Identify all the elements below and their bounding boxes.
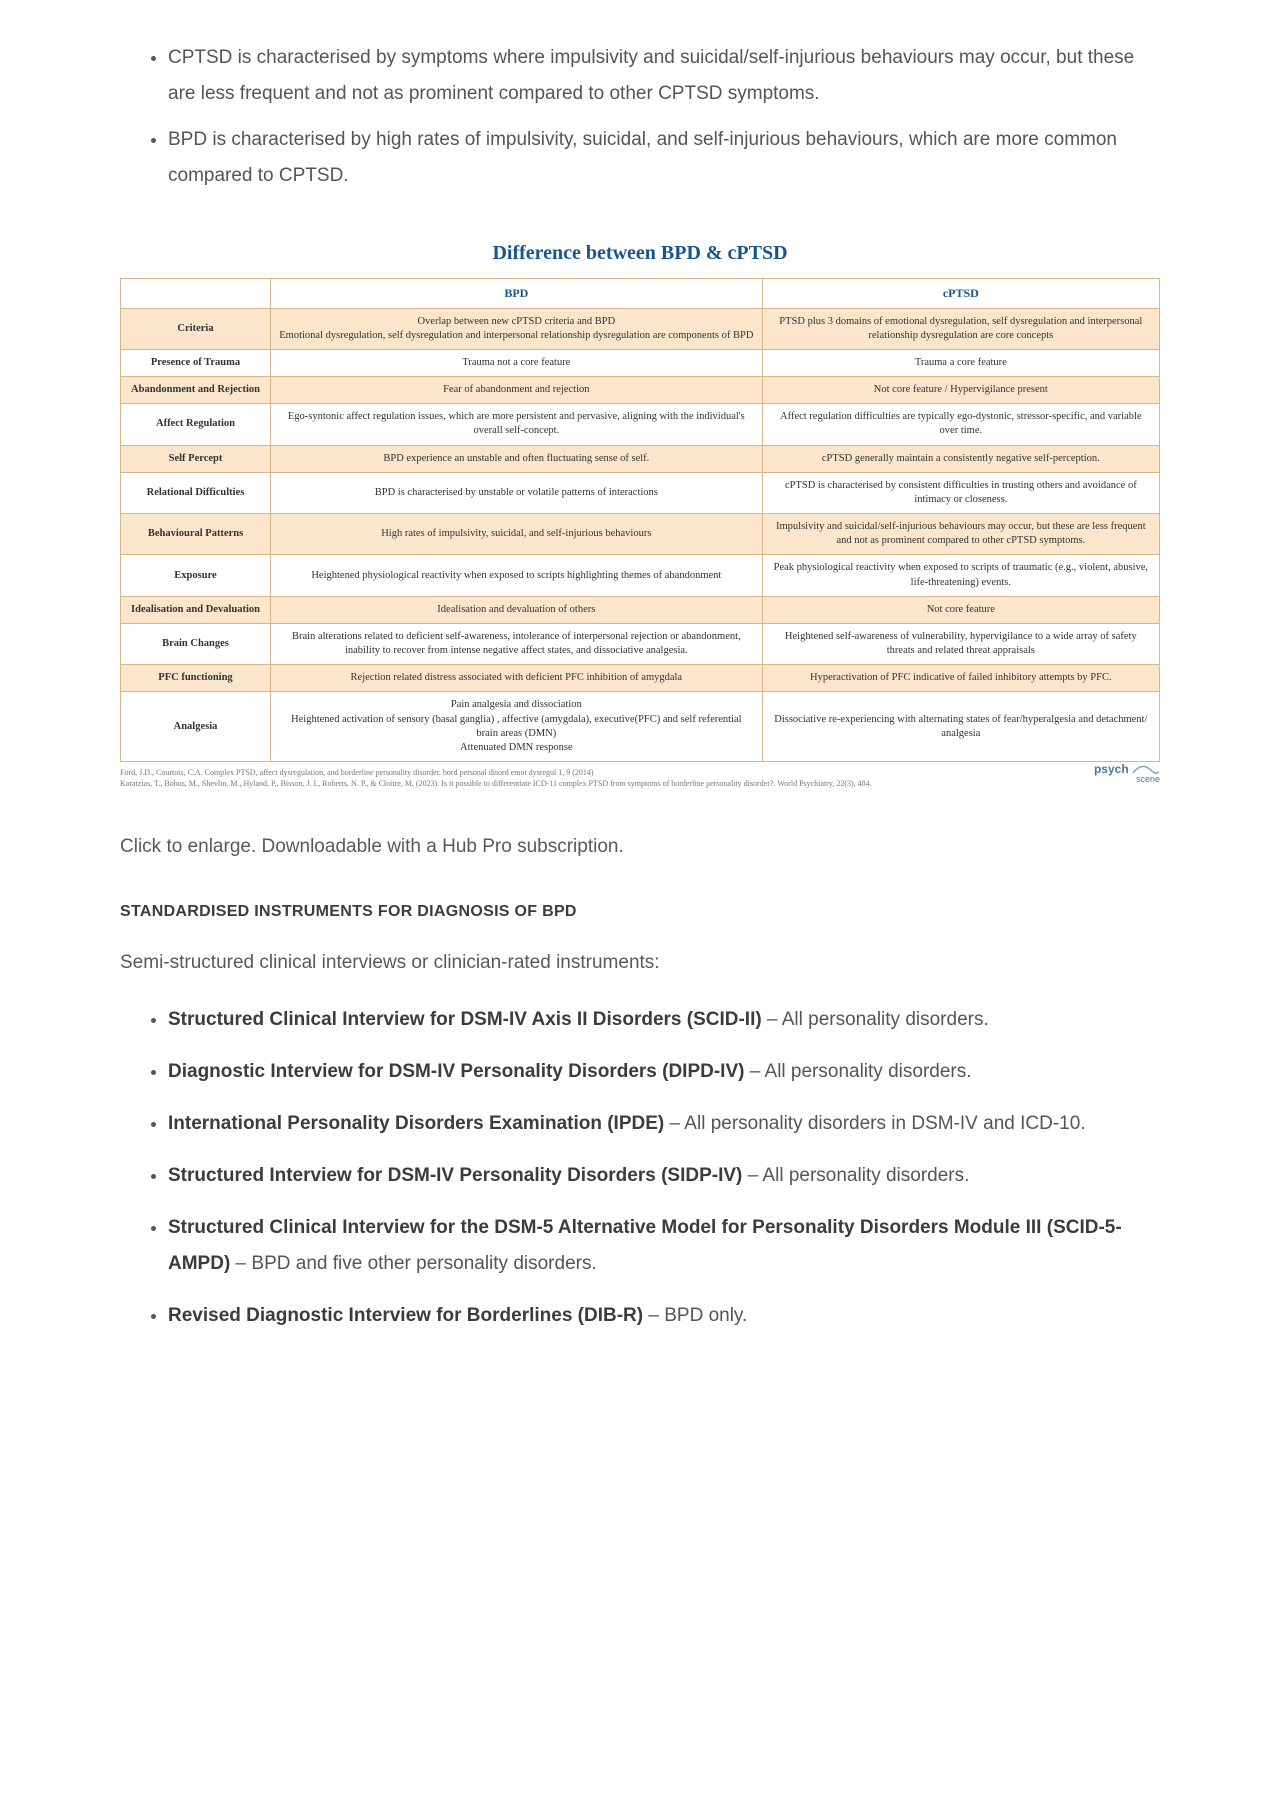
citation-line: Ford, J.D., Courtois, C.A. Complex PTSD,…	[120, 768, 1070, 778]
row-label: Exposure	[121, 555, 271, 596]
cell-cptsd: Heightened self-awareness of vulnerabili…	[762, 623, 1159, 664]
cell-cptsd: cPTSD is characterised by consistent dif…	[762, 472, 1159, 513]
cell-bpd: Idealisation and devaluation of others	[271, 596, 763, 623]
row-label: Self Percept	[121, 445, 271, 472]
cell-cptsd: Affect regulation difficulties are typic…	[762, 404, 1159, 445]
cell-cptsd: Peak physiological reactivity when expos…	[762, 555, 1159, 596]
section-heading: STANDARDISED INSTRUMENTS FOR DIAGNOSIS O…	[120, 897, 1160, 927]
col-header-bpd: BPD	[271, 279, 763, 308]
instrument-desc: – BPD only.	[643, 1305, 747, 1326]
instrument-desc: – All personality disorders.	[744, 1061, 971, 1082]
cell-cptsd: Dissociative re-experiencing with altern…	[762, 692, 1159, 762]
list-item: Diagnostic Interview for DSM-IV Personal…	[168, 1054, 1160, 1090]
cell-bpd: Overlap between new cPTSD criteria and B…	[271, 308, 763, 349]
cell-bpd: Brain alterations related to deficient s…	[271, 623, 763, 664]
row-label: Idealisation and Devaluation	[121, 596, 271, 623]
row-label: Relational Difficulties	[121, 472, 271, 513]
psychscene-logo: psych scene	[1094, 762, 1160, 785]
row-label: Affect Regulation	[121, 404, 271, 445]
section-lede: Semi-structured clinical interviews or c…	[120, 945, 1160, 981]
instrument-name: Revised Diagnostic Interview for Borderl…	[168, 1305, 643, 1326]
cell-cptsd: Not core feature / Hypervigilance presen…	[762, 377, 1159, 404]
row-label: Presence of Trauma	[121, 349, 271, 376]
instrument-desc: – BPD and five other personality disorde…	[230, 1253, 596, 1274]
table-citation: Ford, J.D., Courtois, C.A. Complex PTSD,…	[120, 768, 1160, 789]
table-row: Brain ChangesBrain alterations related t…	[121, 623, 1160, 664]
table-row: AnalgesiaPain analgesia and dissociation…	[121, 692, 1160, 762]
list-item: International Personality Disorders Exam…	[168, 1106, 1160, 1142]
cell-bpd: BPD experience an unstable and often flu…	[271, 445, 763, 472]
cell-cptsd: Trauma a core feature	[762, 349, 1159, 376]
cell-cptsd: PTSD plus 3 domains of emotional dysregu…	[762, 308, 1159, 349]
list-item: Structured Interview for DSM-IV Personal…	[168, 1158, 1160, 1194]
list-item: CPTSD is characterised by symptoms where…	[168, 40, 1160, 112]
instrument-name: International Personality Disorders Exam…	[168, 1113, 664, 1134]
instrument-name: Diagnostic Interview for DSM-IV Personal…	[168, 1061, 744, 1082]
instrument-name: Structured Interview for DSM-IV Personal…	[168, 1165, 742, 1186]
cell-cptsd: cPTSD generally maintain a consistently …	[762, 445, 1159, 472]
list-item: BPD is characterised by high rates of im…	[168, 122, 1160, 194]
list-item: Revised Diagnostic Interview for Borderl…	[168, 1298, 1160, 1334]
row-label: PFC functioning	[121, 665, 271, 692]
instrument-desc: – All personality disorders.	[742, 1165, 969, 1186]
instrument-name: Structured Clinical Interview for DSM-IV…	[168, 1009, 762, 1030]
table-row: CriteriaOverlap between new cPTSD criter…	[121, 308, 1160, 349]
cell-bpd: Ego-syntonic affect regulation issues, w…	[271, 404, 763, 445]
figure-caption: Click to enlarge. Downloadable with a Hu…	[120, 829, 1160, 865]
table-row: Abandonment and RejectionFear of abandon…	[121, 377, 1160, 404]
cell-bpd: Trauma not a core feature	[271, 349, 763, 376]
row-label: Analgesia	[121, 692, 271, 762]
table-row: Affect RegulationEgo-syntonic affect reg…	[121, 404, 1160, 445]
list-item: Structured Clinical Interview for DSM-IV…	[168, 1002, 1160, 1038]
table-row: Behavioural PatternsHigh rates of impuls…	[121, 514, 1160, 555]
cell-cptsd: Hyperactivation of PFC indicative of fai…	[762, 665, 1159, 692]
corner-cell	[121, 279, 271, 308]
table-row: Idealisation and DevaluationIdealisation…	[121, 596, 1160, 623]
row-label: Brain Changes	[121, 623, 271, 664]
table-row: Self PerceptBPD experience an unstable a…	[121, 445, 1160, 472]
table-row: ExposureHeightened physiological reactiv…	[121, 555, 1160, 596]
citation-line: Karatzias, T., Bohus, M., Shevlin, M., H…	[120, 779, 1070, 789]
instrument-desc: – All personality disorders.	[762, 1009, 989, 1030]
comparison-table: BPD cPTSD CriteriaOverlap between new cP…	[120, 278, 1160, 762]
row-label: Abandonment and Rejection	[121, 377, 271, 404]
row-label: Behavioural Patterns	[121, 514, 271, 555]
table-row: PFC functioningRejection related distres…	[121, 665, 1160, 692]
col-header-cptsd: cPTSD	[762, 279, 1159, 308]
table-row: Presence of TraumaTrauma not a core feat…	[121, 349, 1160, 376]
cell-bpd: Heightened physiological reactivity when…	[271, 555, 763, 596]
instrument-desc: – All personality disorders in DSM-IV an…	[664, 1113, 1085, 1134]
cell-bpd: Rejection related distress associated wi…	[271, 665, 763, 692]
cell-bpd: Pain analgesia and dissociationHeightene…	[271, 692, 763, 762]
table-title: Difference between BPD & cPTSD	[120, 234, 1160, 272]
cell-cptsd: Not core feature	[762, 596, 1159, 623]
instruments-list: Structured Clinical Interview for DSM-IV…	[120, 1002, 1160, 1335]
cell-cptsd: Impulsivity and suicidal/self-injurious …	[762, 514, 1159, 555]
comparison-table-figure[interactable]: Difference between BPD & cPTSD BPD cPTSD…	[120, 234, 1160, 789]
table-row: Relational DifficultiesBPD is characteri…	[121, 472, 1160, 513]
cell-bpd: High rates of impulsivity, suicidal, and…	[271, 514, 763, 555]
row-label: Criteria	[121, 308, 271, 349]
cell-bpd: Fear of abandonment and rejection	[271, 377, 763, 404]
logo-text-top: psych	[1094, 762, 1129, 776]
list-item: Structured Clinical Interview for the DS…	[168, 1210, 1160, 1282]
intro-bullet-list: CPTSD is characterised by symptoms where…	[120, 40, 1160, 194]
cell-bpd: BPD is characterised by unstable or vola…	[271, 472, 763, 513]
